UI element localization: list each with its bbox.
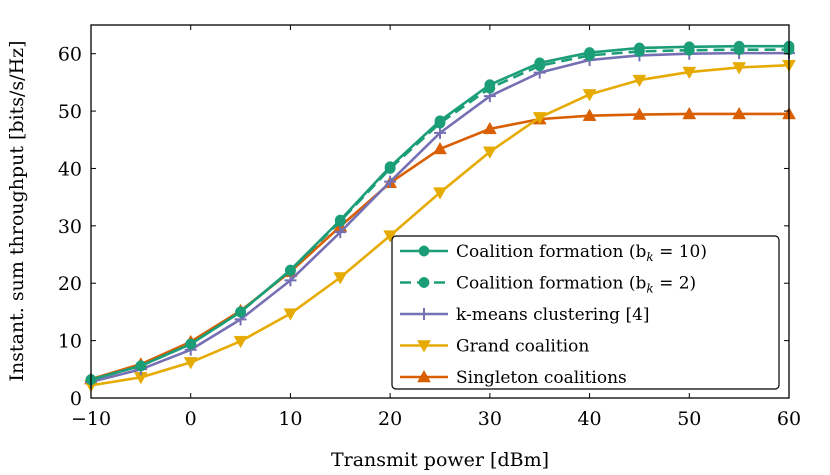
data-point	[534, 57, 546, 69]
x-tick-label: 40	[577, 408, 601, 430]
y-axis-label: Instant. sum throughput [bits/s/Hz]	[6, 40, 28, 381]
x-tick-label: 20	[378, 408, 402, 430]
y-tick-label: 40	[58, 158, 82, 180]
data-point	[733, 40, 745, 52]
legend-marker	[418, 245, 430, 257]
data-point	[334, 214, 346, 226]
data-point	[334, 226, 347, 239]
data-point	[433, 187, 447, 200]
data-point	[732, 106, 747, 120]
data-point	[482, 146, 497, 159]
data-point	[682, 106, 697, 120]
data-point	[284, 274, 297, 287]
legend-label: Grand coalition	[456, 337, 589, 357]
x-axis-label: Transmit power [dBm]	[331, 449, 549, 471]
data-point	[582, 89, 597, 102]
data-point	[235, 306, 247, 318]
data-point	[532, 112, 547, 125]
legend-marker	[417, 340, 431, 353]
data-point	[135, 360, 147, 372]
data-point	[434, 126, 446, 139]
legend-item: Grand coalition	[400, 337, 589, 357]
plot-frame	[90, 24, 790, 399]
legend-item: k-means clustering [4]	[400, 305, 650, 325]
legend-items: Coalition formation (bk = 10) Coalition f…	[400, 242, 707, 388]
data-point	[484, 79, 496, 91]
y-tick-label: 30	[58, 216, 82, 238]
legend-label: Coalition formation (bk = 2)	[456, 274, 696, 296]
legend-label: Singleton coalitions	[456, 368, 627, 388]
data-point	[633, 42, 645, 54]
legend: Coalition formation (bk = 10) Coalition f…	[391, 235, 780, 390]
y-tick-label: 0	[70, 388, 82, 410]
legend-item: Coalition formation (bk = 10)	[400, 242, 707, 264]
y-tick-label: 10	[58, 331, 82, 353]
data-point	[183, 357, 198, 370]
y-tick-label: 50	[58, 101, 82, 123]
data-point	[582, 108, 597, 121]
data-point	[433, 141, 447, 155]
legend-marker	[417, 369, 431, 383]
data-point	[682, 66, 697, 80]
legend-marker	[418, 277, 430, 288]
data-point	[632, 74, 647, 88]
legend-label: k-means clustering [4]	[456, 305, 650, 325]
data-point	[632, 107, 647, 120]
data-point	[732, 62, 747, 75]
x-tick-label: 10	[278, 408, 302, 430]
data-point	[683, 41, 695, 53]
y-tick-label: 60	[58, 44, 82, 66]
data-point	[333, 272, 348, 285]
x-tick-label: 0	[185, 408, 197, 430]
data-point	[434, 115, 446, 127]
data-point	[384, 175, 397, 188]
x-tick-label: −10	[71, 408, 111, 430]
series-0	[85, 40, 795, 386]
data-point	[284, 264, 296, 276]
legend-marker	[418, 308, 430, 320]
y-tick-label: 20	[58, 273, 82, 295]
legend-box	[391, 235, 780, 390]
data-point	[283, 308, 298, 321]
x-tick-label: 60	[777, 408, 801, 430]
legend-item: Singleton coalitions	[400, 368, 627, 388]
data-point	[233, 335, 248, 349]
legend-item: Coalition formation (bk = 2)	[400, 274, 696, 296]
data-point	[185, 338, 197, 350]
x-tick-label: 50	[677, 408, 701, 430]
data-point	[584, 47, 596, 58]
data-point	[482, 121, 497, 135]
x-tick-label: 30	[478, 408, 502, 430]
legend-label: Coalition formation (bk = 10)	[456, 242, 707, 264]
data-point	[384, 161, 396, 173]
